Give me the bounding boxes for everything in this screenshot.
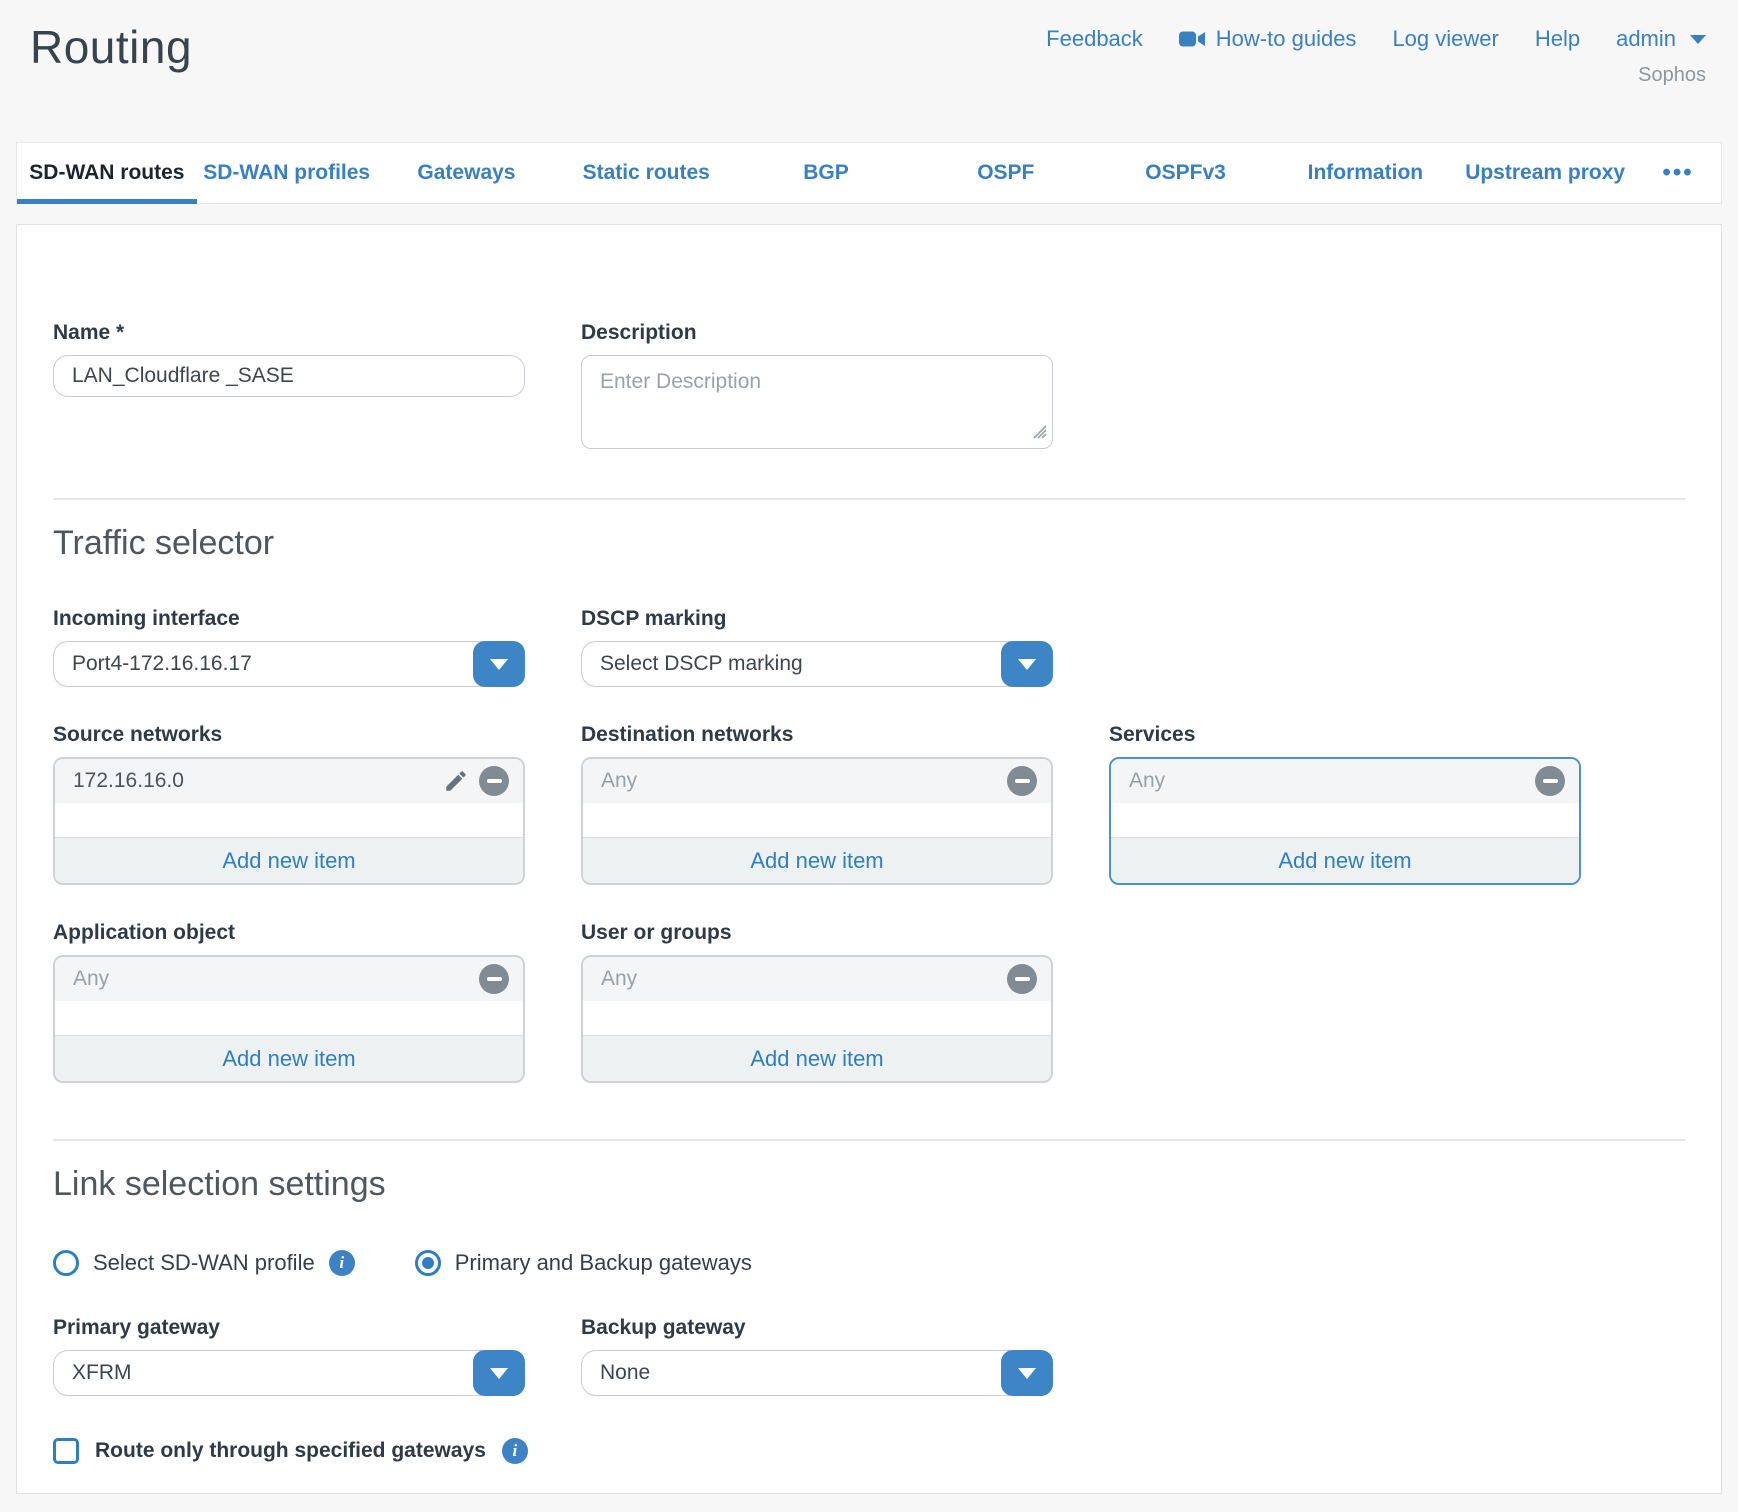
chevron-down-icon [1018,1367,1036,1379]
remove-item-icon[interactable] [1535,766,1565,796]
application-object-label: Application object [53,921,236,944]
tab-ospfv3[interactable]: OSPFv3 [1145,161,1226,184]
destination-networks-label: Destination networks [581,723,794,746]
info-icon[interactable]: i [328,1250,355,1276]
edit-pencil-icon[interactable] [443,768,469,794]
list-item: 172.16.16.0 [55,759,523,803]
radio-select-sdwan-profile[interactable]: Select SD-WAN profile i [53,1250,355,1276]
feedback-link[interactable]: Feedback [1046,26,1143,51]
log-viewer-link[interactable]: Log viewer [1392,26,1499,51]
description-textarea[interactable] [581,355,1053,449]
description-label: Description [581,321,697,344]
add-new-item-button[interactable]: Add new item [55,1035,523,1081]
add-new-item-button[interactable]: Add new item [583,1035,1051,1081]
name-input[interactable] [53,355,525,397]
section-divider [53,498,1685,500]
route-only-checkbox[interactable] [53,1438,79,1464]
chevron-down-icon [490,658,508,670]
services-label: Services [1109,723,1196,746]
tab-upstream-proxy[interactable]: Upstream proxy [1465,161,1626,184]
remove-item-icon[interactable] [1007,964,1037,994]
section-divider [53,1139,1685,1141]
tab-ospf[interactable]: OSPF [977,161,1035,184]
source-networks-label: Source networks [53,723,223,746]
tab-sdwan-routes[interactable]: SD-WAN routes [17,143,197,204]
dscp-marking-label: DSCP marking [581,607,727,630]
video-camera-icon [1178,30,1206,48]
dropdown-arrow-button[interactable] [473,1350,525,1396]
page-title: Routing [30,21,193,73]
backup-gateway-dropdown[interactable]: None [581,1350,1053,1396]
user-or-groups-listbox: Any Add new item [581,955,1053,1083]
dscp-marking-dropdown[interactable]: Select DSCP marking [581,641,1053,687]
tab-more-menu[interactable]: ••• [1662,159,1694,186]
remove-item-icon[interactable] [479,766,509,796]
chevron-down-icon [490,1367,508,1379]
link-selection-heading: Link selection settings [53,1165,386,1203]
route-form-card: Name * Description Traffic selector Inco… [16,224,1722,1494]
add-new-item-button[interactable]: Add new item [55,837,523,883]
info-icon[interactable]: i [501,1438,528,1464]
dropdown-arrow-button[interactable] [1001,1350,1053,1396]
tab-bar: SD-WAN routes SD-WAN profiles Gateways S… [16,142,1722,204]
user-or-groups-label: User or groups [581,921,732,944]
destination-networks-listbox: Any Add new item [581,757,1053,885]
primary-gateway-label: Primary gateway [53,1316,220,1339]
list-item: Any [583,957,1051,1001]
admin-menu[interactable]: admin [1616,26,1706,52]
services-listbox: Any Add new item [1109,757,1581,885]
page-header: Routing Feedback How-to guides Log viewe… [0,0,1738,142]
add-new-item-button[interactable]: Add new item [583,837,1051,883]
traffic-selector-heading: Traffic selector [53,524,275,562]
radio-icon-selected[interactable] [414,1250,441,1276]
tab-bgp[interactable]: BGP [803,161,849,184]
tab-information[interactable]: Information [1307,161,1424,184]
radio-icon[interactable] [53,1250,79,1276]
add-new-item-button[interactable]: Add new item [1111,837,1579,883]
top-nav: Feedback How-to guides Log viewer Help a… [1046,20,1706,87]
tab-sdwan-profiles[interactable]: SD-WAN profiles [203,161,371,184]
howto-guides-link[interactable]: How-to guides [1178,26,1356,52]
primary-gateway-dropdown[interactable]: XFRM [53,1350,525,1396]
chevron-down-icon [1690,34,1706,44]
chevron-down-icon [1018,658,1036,670]
source-networks-listbox: 172.16.16.0 Add new item [53,757,525,885]
vendor-label: Sophos [1638,64,1706,86]
help-link[interactable]: Help [1534,26,1581,51]
incoming-interface-dropdown[interactable]: Port4-172.16.16.17 [53,641,525,687]
list-item: Any [55,957,523,1001]
application-object-listbox: Any Add new item [53,955,525,1083]
remove-item-icon[interactable] [1007,766,1037,796]
backup-gateway-label: Backup gateway [581,1316,746,1339]
route-only-label: Route only through specified gateways [95,1439,486,1462]
tab-static-routes[interactable]: Static routes [582,161,710,184]
radio-primary-backup-gateways[interactable]: Primary and Backup gateways [414,1250,752,1276]
list-item: Any [1111,759,1579,803]
incoming-interface-label: Incoming interface [53,607,240,630]
name-label: Name * [53,321,125,344]
tab-gateways[interactable]: Gateways [417,161,516,184]
remove-item-icon[interactable] [479,964,509,994]
dropdown-arrow-button[interactable] [473,641,525,687]
list-item: Any [583,759,1051,803]
dropdown-arrow-button[interactable] [1001,641,1053,687]
